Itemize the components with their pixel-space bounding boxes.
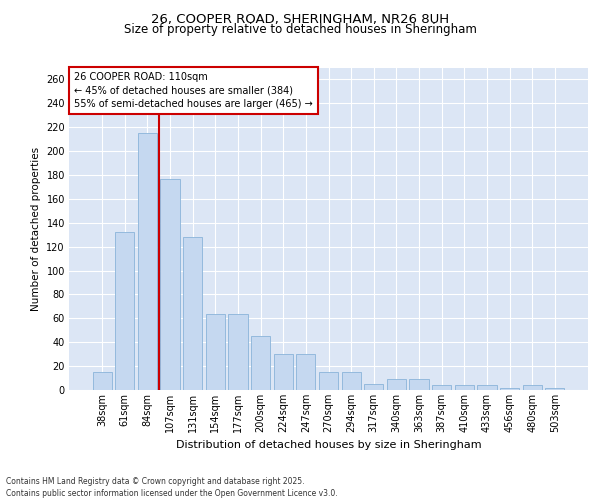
Text: 26, COOPER ROAD, SHERINGHAM, NR26 8UH: 26, COOPER ROAD, SHERINGHAM, NR26 8UH: [151, 12, 449, 26]
X-axis label: Distribution of detached houses by size in Sheringham: Distribution of detached houses by size …: [176, 440, 481, 450]
Bar: [432, 385, 451, 390]
Bar: [319, 372, 338, 390]
Bar: [160, 178, 180, 390]
Bar: [364, 384, 383, 390]
Bar: [274, 354, 293, 390]
Bar: [92, 372, 112, 390]
Y-axis label: Number of detached properties: Number of detached properties: [31, 146, 41, 311]
Bar: [229, 314, 248, 390]
Bar: [409, 379, 428, 390]
Bar: [341, 372, 361, 390]
Text: 26 COOPER ROAD: 110sqm
← 45% of detached houses are smaller (384)
55% of semi-de: 26 COOPER ROAD: 110sqm ← 45% of detached…: [74, 72, 313, 108]
Bar: [545, 388, 565, 390]
Bar: [251, 336, 270, 390]
Bar: [296, 354, 316, 390]
Bar: [387, 379, 406, 390]
Bar: [455, 385, 474, 390]
Bar: [183, 237, 202, 390]
Text: Size of property relative to detached houses in Sheringham: Size of property relative to detached ho…: [124, 24, 476, 36]
Bar: [138, 133, 157, 390]
Bar: [115, 232, 134, 390]
Text: Contains HM Land Registry data © Crown copyright and database right 2025.
Contai: Contains HM Land Registry data © Crown c…: [6, 476, 338, 498]
Bar: [500, 388, 519, 390]
Bar: [523, 385, 542, 390]
Bar: [206, 314, 225, 390]
Bar: [477, 385, 497, 390]
